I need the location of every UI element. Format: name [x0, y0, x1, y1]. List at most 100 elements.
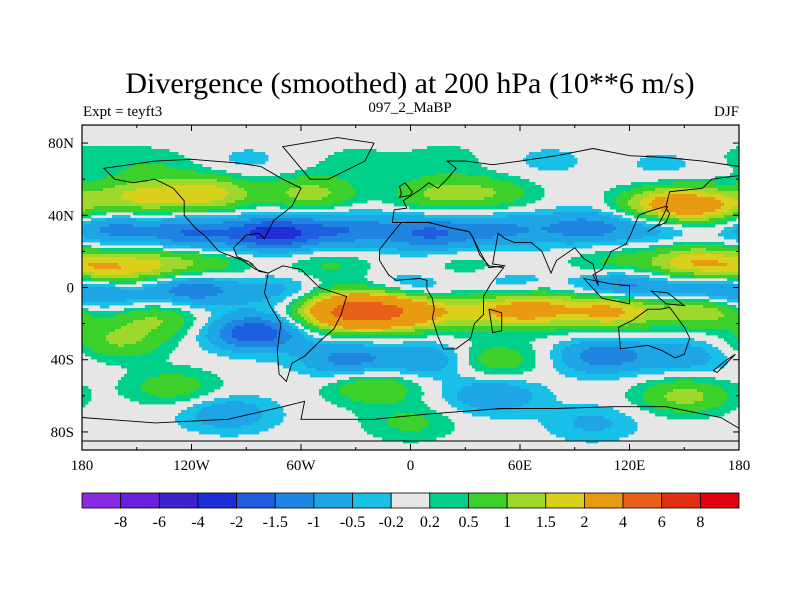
field-cell: [118, 302, 122, 306]
field-cell: [175, 170, 179, 174]
field-cell: [109, 266, 113, 270]
field-cell: [139, 326, 143, 330]
field-cell: [280, 299, 284, 303]
field-cell: [229, 419, 233, 423]
field-cell: [85, 251, 89, 255]
field-cell: [244, 332, 248, 336]
field-cell: [151, 296, 155, 300]
field-cell: [244, 176, 248, 180]
field-cell: [184, 170, 188, 174]
field-cell: [241, 191, 245, 195]
field-cell: [172, 383, 176, 387]
field-cell: [214, 422, 218, 426]
field-cell: [229, 335, 233, 339]
field-cell: [133, 308, 137, 312]
field-cell: [196, 293, 200, 297]
field-cell: [175, 206, 179, 210]
field-cell: [97, 359, 101, 363]
field-cell: [166, 383, 170, 387]
field-cell: [235, 179, 239, 183]
field-cell: [232, 266, 236, 270]
field-cell: [199, 167, 203, 171]
field-cell: [136, 320, 140, 324]
field-cell: [169, 251, 173, 255]
field-cell: [208, 263, 212, 267]
field-cell: [250, 428, 254, 432]
field-cell: [214, 218, 218, 222]
field-cell: [283, 365, 287, 369]
field-cell: [229, 263, 233, 267]
field-cell: [118, 323, 122, 327]
field-cell: [193, 242, 197, 246]
field-cell: [244, 224, 248, 228]
field-cell: [229, 296, 233, 300]
field-cell: [268, 278, 272, 282]
field-cell: [160, 275, 164, 279]
field-cell: [136, 374, 140, 378]
field-cell: [175, 386, 179, 390]
field-cell: [235, 320, 239, 324]
field-cell: [244, 236, 248, 240]
field-cell: [256, 179, 260, 183]
field-cell: [178, 188, 182, 192]
field-cell: [214, 323, 218, 327]
field-cell: [118, 314, 122, 318]
field-cell: [121, 332, 125, 336]
field-cell: [106, 158, 110, 162]
field-cell: [247, 332, 251, 336]
field-cell: [160, 290, 164, 294]
field-cell: [262, 218, 266, 222]
field-cell: [100, 305, 104, 309]
field-cell: [178, 221, 182, 225]
field-cell: [139, 170, 143, 174]
field-cell: [181, 278, 185, 282]
field-cell: [118, 218, 122, 222]
field-cell: [268, 275, 272, 279]
field-cell: [256, 305, 260, 309]
field-cell: [151, 293, 155, 297]
field-cell: [148, 326, 152, 330]
field-cell: [238, 416, 242, 420]
field-cell: [163, 281, 167, 285]
field-cell: [157, 194, 161, 198]
field-cell: [115, 182, 119, 186]
field-cell: [124, 386, 128, 390]
field-cell: [88, 338, 92, 342]
field-cell: [190, 425, 194, 429]
field-cell: [223, 248, 227, 252]
field-cell: [157, 386, 161, 390]
field-cell: [112, 248, 116, 252]
field-cell: [118, 173, 122, 177]
field-cell: [82, 287, 86, 291]
field-cell: [250, 407, 254, 411]
field-cell: [151, 338, 155, 342]
field-cell: [115, 155, 119, 159]
field-cell: [253, 425, 257, 429]
field-cell: [247, 407, 251, 411]
field-cell: [208, 254, 212, 258]
field-cell: [271, 410, 275, 414]
field-cell: [127, 326, 131, 330]
field-cell: [166, 191, 170, 195]
field-cell: [82, 308, 86, 312]
field-cell: [157, 383, 161, 387]
field-cell: [184, 164, 188, 168]
field-cell: [274, 254, 278, 258]
field-cell: [154, 164, 158, 168]
field-cell: [247, 410, 251, 414]
field-cell: [91, 167, 95, 171]
field-cell: [82, 329, 86, 333]
field-cell: [91, 317, 95, 321]
field-cell: [136, 299, 140, 303]
field-cell: [124, 209, 128, 213]
field-cell: [160, 248, 164, 252]
field-cell: [175, 176, 179, 180]
field-cell: [226, 311, 230, 315]
field-cell: [133, 371, 137, 375]
field-cell: [121, 185, 125, 189]
field-cell: [214, 185, 218, 189]
field-cell: [256, 233, 260, 237]
field-cell: [196, 428, 200, 432]
field-cell: [244, 344, 248, 348]
field-cell: [214, 278, 218, 282]
